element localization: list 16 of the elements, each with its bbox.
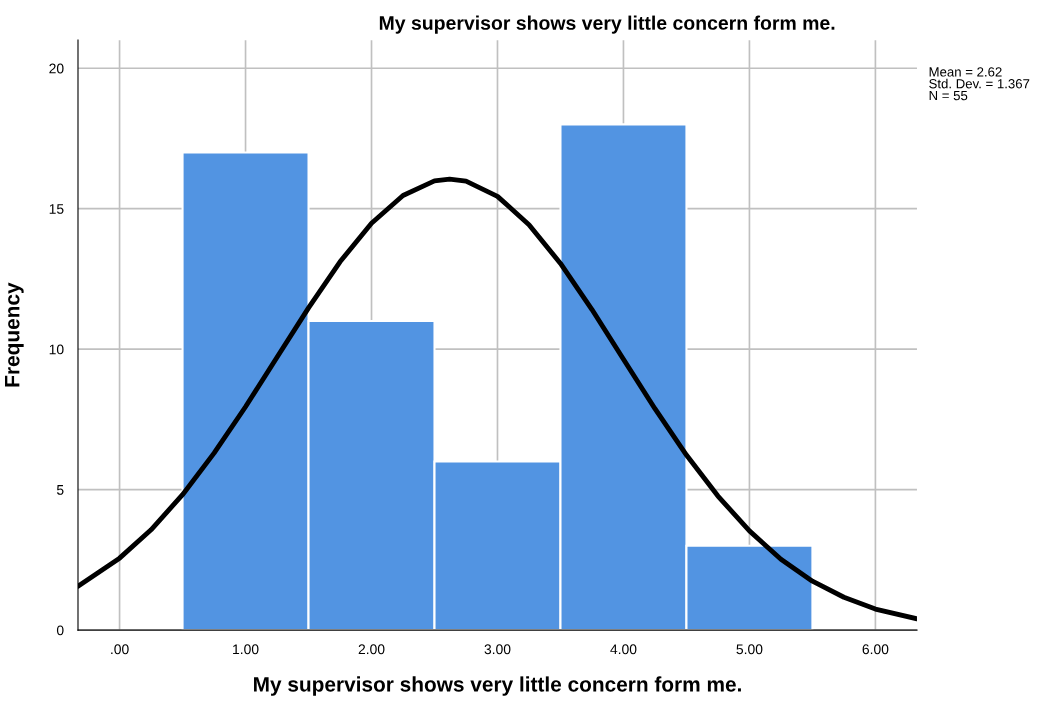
text: Mean = 2.62 Std. Dev. = 1.367 N = 55: [929, 67, 1030, 101]
y-tick-label: 0: [56, 625, 64, 636]
x-tick-label: 6.00: [862, 644, 889, 655]
y-tick-label: 5: [56, 485, 64, 495]
chart-title: My supervisor shows very little concern form me.: [379, 15, 835, 34]
x-tick-label: 5.00: [736, 644, 763, 655]
x-tick-label: 1.00: [233, 644, 259, 655]
y-tick-label: 20: [49, 63, 64, 74]
x-axis-title: My supervisor shows very little concern form me.: [254, 676, 741, 696]
y-tick-label: 15: [49, 204, 64, 214]
y-axis-title: Frequency: [5, 282, 24, 387]
x-tick-label: .00: [111, 644, 129, 655]
y-tick-label: 10: [49, 344, 64, 355]
x-tick-label: 4.00: [610, 644, 637, 655]
x-tick-label: 2.00: [358, 644, 385, 655]
x-tick-label: 3.00: [484, 644, 511, 655]
